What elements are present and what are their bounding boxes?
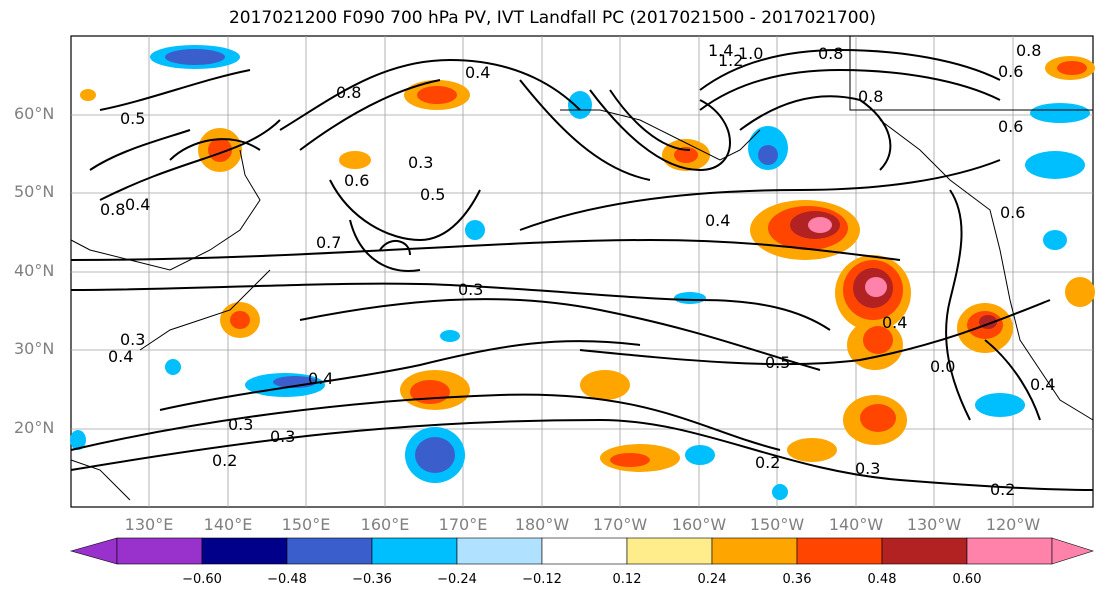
colorbar-swatch [711, 537, 798, 565]
colorbar-tick: 0.36 [782, 572, 812, 587]
contour-label: 0.8 [1016, 41, 1041, 60]
contour-label: 0.3 [855, 459, 880, 478]
contour-label: 0.3 [408, 153, 433, 172]
contour-label: 0.8 [100, 200, 125, 219]
colorbar [69, 537, 1094, 565]
contour-label: 0.4 [705, 211, 730, 230]
colorbar-tick: 0.60 [952, 572, 982, 587]
colorbar-tick: 0.24 [697, 572, 727, 587]
lat-label: 20°N [14, 418, 55, 437]
lon-label: 140°W [828, 515, 884, 534]
contour-label: 0.8 [336, 83, 361, 102]
colorbar-swatch [541, 537, 628, 565]
colorbar-tick: −0.48 [267, 572, 307, 587]
colorbar-swatch [966, 537, 1053, 565]
lon-label: 120°W [985, 515, 1041, 534]
colorbar-swatch [116, 537, 203, 565]
contour-label: 0.4 [882, 313, 907, 332]
contour-label: 0.3 [228, 415, 253, 434]
contour-label: 0.4 [465, 63, 490, 82]
ivt-shading [70, 45, 1095, 500]
contour-label: 1.4 [708, 41, 733, 60]
lon-label: 130°W [906, 515, 962, 534]
contour-label: 0.2 [212, 451, 237, 470]
contour-label: 0.3 [120, 330, 145, 349]
contour-label: 0.4 [108, 347, 133, 366]
contour-label: 0.3 [270, 427, 295, 446]
colorbar-swatch [286, 537, 373, 565]
contour-label: 0.8 [858, 87, 883, 106]
contour-label: 0.6 [344, 171, 369, 190]
colorbar-tick: −0.60 [182, 572, 222, 587]
colorbar-swatch [881, 537, 968, 565]
lon-label: 170°W [592, 515, 648, 534]
contour-label: 0.3 [458, 280, 483, 299]
lat-label: 40°N [14, 261, 55, 280]
contour-label: 0.4 [1030, 375, 1055, 394]
contour-label: 0.7 [316, 233, 341, 252]
contour-label: 0.4 [125, 195, 150, 214]
lon-label: 170°E [438, 515, 488, 534]
contour-labels: 1.4 1.2 1.0 0.8 0.8 0.6 0.8 0.6 0.8 0.5 … [100, 41, 1055, 499]
colorbar-swatch [371, 537, 458, 565]
colorbar-tick: −0.36 [352, 572, 392, 587]
lat-label: 50°N [14, 182, 55, 201]
colorbar-tick: −0.12 [522, 572, 562, 587]
colorbar-tick: −0.24 [437, 572, 477, 587]
colorbar-right-arrow [1051, 537, 1094, 565]
colorbar-swatch [201, 537, 288, 565]
lon-label: 130°E [124, 515, 174, 534]
contour-label: 0.8 [818, 44, 843, 63]
coastlines [70, 36, 1094, 501]
pv-contours [70, 48, 1094, 491]
lon-label: 160°E [360, 515, 410, 534]
lat-label: 60°N [14, 104, 55, 123]
contour-label: 0.6 [998, 117, 1023, 136]
contour-label: 0.2 [755, 453, 780, 472]
colorbar-tick: 0.12 [612, 572, 642, 587]
contour-label: 0.5 [765, 353, 790, 372]
contour-label: 1.0 [738, 44, 763, 63]
lon-label: 140°E [203, 515, 253, 534]
lon-label: 180°W [514, 515, 570, 534]
lon-label: 150°W [749, 515, 805, 534]
map-frame [70, 35, 1094, 508]
grid-lines [71, 36, 1093, 507]
contour-label: 0.5 [420, 185, 445, 204]
colorbar-swatch [796, 537, 883, 565]
contour-label: 1.2 [718, 51, 743, 70]
contour-label: 0.6 [998, 62, 1023, 81]
contour-label: 0.0 [930, 357, 955, 376]
colorbar-swatch [456, 537, 543, 565]
colorbar-tick: 0.48 [867, 572, 897, 587]
contour-label: 0.2 [990, 480, 1015, 499]
contour-label: 0.6 [1000, 203, 1025, 222]
contour-label: 0.5 [120, 109, 145, 128]
lat-label: 30°N [14, 339, 55, 358]
contour-label: 0.4 [308, 369, 333, 388]
map-title: 2017021200 F090 700 hPa PV, IVT Landfall… [228, 8, 876, 28]
colorbar-swatch [626, 537, 713, 565]
lon-label: 150°E [281, 515, 331, 534]
colorbar-left-arrow [69, 537, 118, 565]
lon-label: 160°W [671, 515, 727, 534]
